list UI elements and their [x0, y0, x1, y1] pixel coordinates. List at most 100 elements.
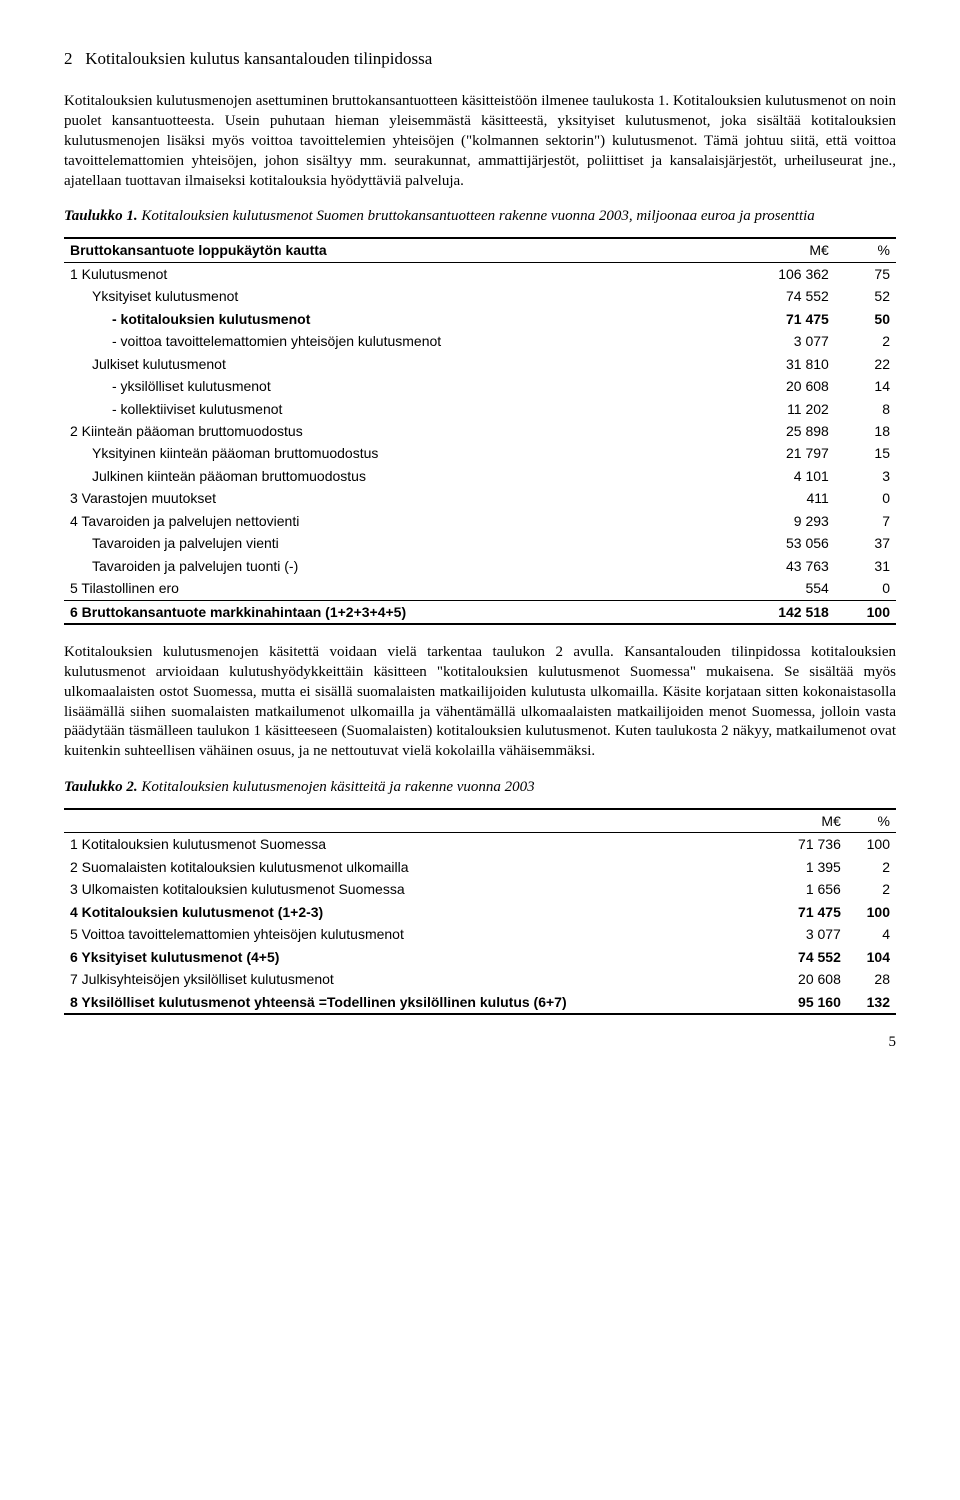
table-cell-label: 5 Tilastollinen ero [64, 577, 727, 600]
table-cell-value: 43 763 [727, 555, 835, 577]
table-cell-value: 14 [835, 375, 896, 397]
table-cell-value: 25 898 [727, 420, 835, 442]
table-cell-label: Yksityinen kiinteän pääoman bruttomuodos… [64, 442, 727, 464]
table-cell-value: 3 077 [727, 330, 835, 352]
table-row: - kollektiiviset kulutusmenot11 2028 [64, 398, 896, 420]
table-cell-value: 132 [847, 991, 896, 1014]
table1-total-v2: 100 [835, 600, 896, 624]
table-cell-label: Yksityiset kulutusmenot [64, 285, 727, 307]
table-row: - kotitalouksien kulutusmenot71 47550 [64, 308, 896, 330]
table-cell-label: 6 Yksityiset kulutusmenot (4+5) [64, 946, 771, 968]
table-cell-value: 3 077 [771, 923, 847, 945]
table-cell-label: 5 Voittoa tavoittelemattomien yhteisöjen… [64, 923, 771, 945]
table-cell-value: 100 [847, 901, 896, 923]
table-cell-value: 4 [847, 923, 896, 945]
table-cell-label: Julkinen kiinteän pääoman bruttomuodostu… [64, 465, 727, 487]
table-cell-value: 20 608 [771, 968, 847, 990]
section-number: 2 [64, 49, 73, 68]
table2-header-row: M€ % [64, 809, 896, 833]
table-row: 4 Tavaroiden ja palvelujen nettovienti9 … [64, 510, 896, 532]
table-row: 5 Voittoa tavoittelemattomien yhteisöjen… [64, 923, 896, 945]
table-row: 2 Suomalaisten kotitalouksien kulutusmen… [64, 856, 896, 878]
table-cell-label: 2 Kiinteän pääoman bruttomuodostus [64, 420, 727, 442]
table-cell-value: 52 [835, 285, 896, 307]
table-row: Tavaroiden ja palvelujen tuonti (-)43 76… [64, 555, 896, 577]
table-row: 3 Varastojen muutokset4110 [64, 487, 896, 509]
table-cell-value: 20 608 [727, 375, 835, 397]
table-cell-value: 53 056 [727, 532, 835, 554]
table-cell-label: Tavaroiden ja palvelujen tuonti (-) [64, 555, 727, 577]
table1-header-col1: M€ [727, 238, 835, 262]
table-row: 8 Yksilölliset kulutusmenot yhteensä =To… [64, 991, 896, 1014]
table-row: - yksilölliset kulutusmenot20 60814 [64, 375, 896, 397]
table-cell-value: 28 [847, 968, 896, 990]
table2-caption: Taulukko 2. Kotitalouksien kulutusmenoje… [64, 778, 896, 798]
table1-caption: Taulukko 1. Kotitalouksien kulutusmenot … [64, 207, 896, 227]
table-cell-value: 75 [835, 262, 896, 285]
table2-header-col2: % [847, 809, 896, 833]
table-cell-label: - kotitalouksien kulutusmenot [64, 308, 727, 330]
table-cell-value: 50 [835, 308, 896, 330]
table-cell-value: 7 [835, 510, 896, 532]
table-cell-value: 554 [727, 577, 835, 600]
table-cell-label: - yksilölliset kulutusmenot [64, 375, 727, 397]
table2-header-col1: M€ [771, 809, 847, 833]
table2-caption-rest: Kotitalouksien kulutusmenojen käsitteitä… [138, 779, 535, 795]
table-row: Tavaroiden ja palvelujen vienti53 05637 [64, 532, 896, 554]
table-cell-value: 74 552 [727, 285, 835, 307]
table-cell-value: 9 293 [727, 510, 835, 532]
table-row: Julkiset kulutusmenot31 81022 [64, 353, 896, 375]
table1-total-v1: 142 518 [727, 600, 835, 624]
table-row: Julkinen kiinteän pääoman bruttomuodostu… [64, 465, 896, 487]
table-cell-value: 2 [847, 856, 896, 878]
table-row: 2 Kiinteän pääoman bruttomuodostus25 898… [64, 420, 896, 442]
table-cell-value: 104 [847, 946, 896, 968]
table-row: 1 Kulutusmenot106 36275 [64, 262, 896, 285]
table1-caption-rest: Kotitalouksien kulutusmenot Suomen brutt… [138, 208, 815, 224]
table-row: 6 Yksityiset kulutusmenot (4+5)74 552104 [64, 946, 896, 968]
table2: M€ % 1 Kotitalouksien kulutusmenot Suome… [64, 808, 896, 1015]
table-cell-value: 100 [847, 833, 896, 856]
table-row: 4 Kotitalouksien kulutusmenot (1+2-3)71 … [64, 901, 896, 923]
table-cell-value: 37 [835, 532, 896, 554]
table-cell-label: - voittoa tavoittelemattomien yhteisöjen… [64, 330, 727, 352]
table-cell-value: 71 736 [771, 833, 847, 856]
table-cell-value: 2 [835, 330, 896, 352]
table-cell-value: 2 [847, 878, 896, 900]
table-cell-value: 95 160 [771, 991, 847, 1014]
table-cell-value: 4 101 [727, 465, 835, 487]
table-cell-value: 8 [835, 398, 896, 420]
table-cell-label: 2 Suomalaisten kotitalouksien kulutusmen… [64, 856, 771, 878]
table-cell-value: 0 [835, 577, 896, 600]
table-row: Yksityinen kiinteän pääoman bruttomuodos… [64, 442, 896, 464]
table1: Bruttokansantuote loppukäytön kautta M€ … [64, 237, 896, 625]
table-cell-label: 4 Kotitalouksien kulutusmenot (1+2-3) [64, 901, 771, 923]
table-cell-value: 71 475 [771, 901, 847, 923]
table-cell-value: 31 [835, 555, 896, 577]
table1-caption-bold: Taulukko 1. [64, 208, 138, 224]
table-cell-value: 1 395 [771, 856, 847, 878]
page-number: 5 [64, 1033, 896, 1053]
table1-header-label: Bruttokansantuote loppukäytön kautta [64, 238, 727, 262]
table-cell-label: 8 Yksilölliset kulutusmenot yhteensä =To… [64, 991, 771, 1014]
table-cell-value: 31 810 [727, 353, 835, 375]
table-cell-value: 15 [835, 442, 896, 464]
table-cell-value: 71 475 [727, 308, 835, 330]
table-cell-value: 21 797 [727, 442, 835, 464]
table-row: - voittoa tavoittelemattomien yhteisöjen… [64, 330, 896, 352]
table-cell-label: 4 Tavaroiden ja palvelujen nettovienti [64, 510, 727, 532]
table1-header-col2: % [835, 238, 896, 262]
table-cell-value: 3 [835, 465, 896, 487]
table2-caption-bold: Taulukko 2. [64, 779, 138, 795]
table-cell-value: 22 [835, 353, 896, 375]
body-paragraph-2: Kotitalouksien kulutusmenojen käsitettä … [64, 643, 896, 762]
table-cell-value: 18 [835, 420, 896, 442]
table-cell-value: 411 [727, 487, 835, 509]
table-cell-value: 106 362 [727, 262, 835, 285]
table-cell-value: 0 [835, 487, 896, 509]
table-cell-label: 3 Ulkomaisten kotitalouksien kulutusmeno… [64, 878, 771, 900]
table-row: 7 Julkisyhteisöjen yksilölliset kulutusm… [64, 968, 896, 990]
table-row: Yksityiset kulutusmenot74 55252 [64, 285, 896, 307]
section-heading-text: Kotitalouksien kulutus kansantalouden ti… [85, 49, 432, 68]
table-row: 1 Kotitalouksien kulutusmenot Suomessa71… [64, 833, 896, 856]
